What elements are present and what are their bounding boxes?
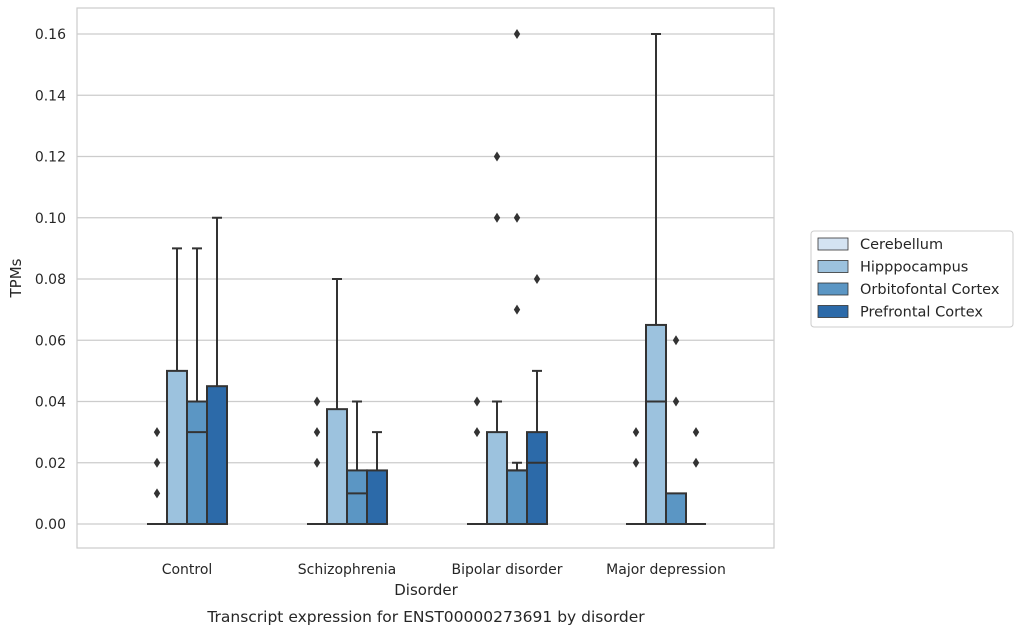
box-orbitofontal-cortex [506, 29, 528, 525]
outlier-point [533, 274, 541, 284]
box-prefrontal-cortex [366, 431, 388, 525]
box-cerebellum [147, 427, 167, 525]
legend-swatch [817, 305, 849, 318]
outlier-point [672, 396, 680, 407]
outlier-point [513, 29, 521, 39]
legend-swatch [817, 260, 849, 273]
y-tick-label: 0.02 [35, 456, 66, 472]
outlier-point [153, 457, 161, 468]
legend-items: Cerebellum Hipppocampus Orbitofontal Corte… [817, 237, 1000, 321]
box-cerebellum [467, 396, 487, 525]
legend-label: Orbitofontal Cortex [860, 282, 1000, 298]
box-iqr [486, 431, 508, 525]
box-prefrontal-cortex [526, 274, 548, 525]
box-iqr [645, 323, 667, 525]
outlier-point [632, 427, 640, 438]
box-series [147, 29, 706, 525]
x-axis-label: Disorder [394, 581, 458, 599]
y-axis-ticks: 0.00 0.02 0.04 0.06 0.08 0.10 0.12 0.14 0.16 [35, 27, 66, 533]
box-iqr [526, 431, 548, 525]
x-tick-label: Schizophrenia [298, 562, 396, 578]
legend-swatch [817, 237, 849, 251]
y-tick-label: 0.08 [35, 272, 66, 288]
box-iqr [665, 492, 687, 525]
box-iqr [206, 385, 228, 525]
box-orbitofontal-cortex [665, 335, 687, 525]
y-tick-label: 0.16 [35, 27, 66, 43]
legend-label: Cerebellum [860, 237, 943, 253]
y-axis-label: TPMs [7, 258, 25, 298]
outlier-point [513, 212, 521, 223]
outlier-point [493, 212, 501, 223]
x-tick-label: Major depression [606, 562, 726, 578]
outlier-point [692, 457, 700, 468]
outlier-point [313, 427, 321, 438]
y-tick-label: 0.04 [35, 395, 66, 411]
legend-label: Hipppocampus [860, 260, 968, 276]
box-iqr [506, 469, 528, 525]
outlier-point [153, 427, 161, 438]
legend-swatch [817, 282, 849, 296]
box-hipppocampus [326, 278, 348, 525]
box-iqr [326, 408, 348, 525]
y-tick-label: 0.00 [35, 517, 66, 533]
outlier-point [692, 427, 700, 438]
outlier-point [153, 488, 161, 499]
x-tick-label: Control [162, 562, 213, 578]
box-hipppocampus [486, 151, 508, 525]
chart-caption: Transcript expression for ENST0000027369… [206, 608, 645, 626]
x-tick-label: Bipolar disorder [451, 562, 562, 578]
box-iqr [366, 469, 388, 525]
outlier-point [473, 427, 481, 438]
box-hipppocampus [166, 247, 188, 525]
y-tick-label: 0.06 [35, 333, 66, 349]
box-orbitofontal-cortex [186, 247, 208, 525]
outlier-point [632, 457, 640, 468]
outlier-point [473, 396, 481, 407]
box-cerebellum [307, 396, 327, 525]
box-iqr [186, 400, 208, 525]
box-iqr [166, 369, 188, 525]
box-prefrontal-cortex [686, 427, 706, 525]
box-cerebellum [626, 427, 646, 525]
box-iqr [346, 469, 368, 525]
outlier-point [672, 335, 680, 346]
outlier-point [313, 457, 321, 468]
y-tick-label: 0.10 [35, 211, 66, 227]
outlier-point [313, 396, 321, 407]
box-orbitofontal-cortex [346, 400, 368, 525]
outlier-point [493, 151, 501, 162]
legend-label: Prefrontal Cortex [860, 305, 983, 321]
y-tick-label: 0.14 [35, 88, 66, 104]
box-prefrontal-cortex [206, 216, 228, 525]
legend-frame [810, 230, 1014, 328]
outlier-point [513, 304, 521, 315]
x-axis-ticks: Control Schizophrenia Bipolar disorder Majo… [162, 562, 726, 578]
legend: Cerebellum Hipppocampus Orbitofontal Corte… [810, 230, 1014, 328]
y-tick-label: 0.12 [35, 150, 66, 166]
box-hipppocampus [645, 33, 667, 525]
